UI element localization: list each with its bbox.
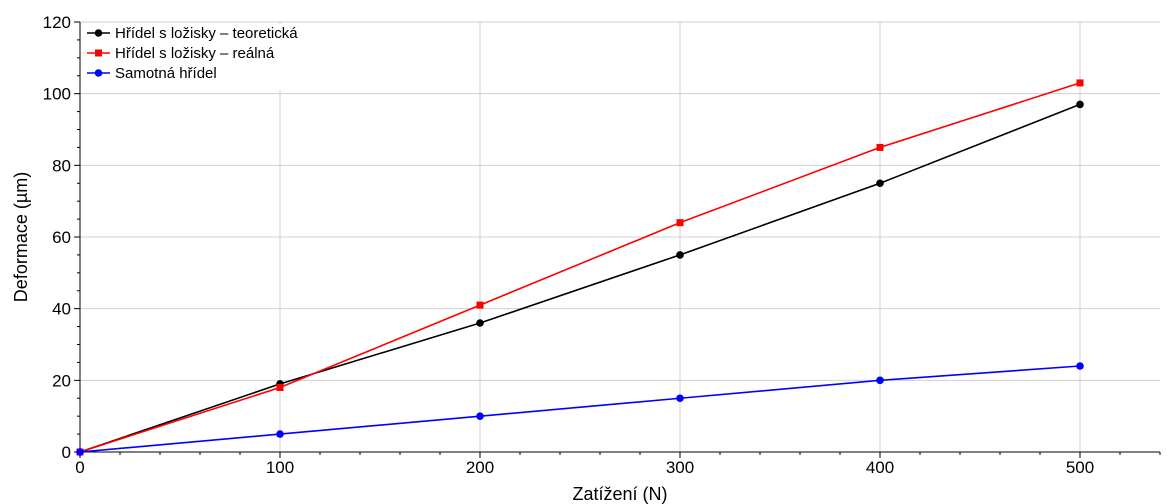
x-tick-label: 300 [666,458,694,477]
y-axis-title: Deformace (µm) [11,172,31,302]
x-tick-label: 200 [466,458,494,477]
y-tick-label: 80 [52,156,71,175]
data-point [876,376,884,385]
data-point [1076,79,1084,87]
legend-label: Samotná hřídel [115,65,217,82]
legend-marker [94,69,103,77]
data-point [676,219,684,227]
data-point [676,394,684,403]
series-0 [76,100,1084,456]
legend-label: Hřídel s ložisky – reálná [115,45,275,62]
legend-marker [95,49,102,57]
series-2 [76,362,1084,456]
data-point [476,412,484,420]
legend-label: Hřídel s ložisky – teoretická [115,25,298,42]
x-tick-label: 100 [266,458,294,477]
data-point [276,384,284,391]
series-layer [76,79,1084,456]
y-tick-label: 40 [52,300,71,319]
x-axis-title: Zatížení (N) [572,484,667,504]
x-tick-label: 400 [866,458,894,477]
data-point [476,301,484,309]
series-line [79,82,1081,453]
x-tick-label: 500 [1066,458,1094,477]
x-tick-label: 0 [75,458,84,477]
data-point [1076,362,1084,370]
data-point [276,430,284,438]
series-line [79,365,1081,453]
data-point [76,448,84,456]
legend-item: Samotná hřídel [87,65,217,82]
y-tick-label: 20 [52,371,71,390]
grid-layer [80,21,1160,452]
legend-marker [94,29,103,37]
legend-background [84,24,336,90]
series-1 [76,79,1084,456]
y-tick-label: 100 [43,85,71,104]
y-tick-label: 120 [43,13,71,32]
series-line [79,103,1081,453]
y-tick-label: 0 [62,443,71,462]
ticks-layer: 0 100 200 300 400 500 0 20 40 60 80 100 120 [43,13,1161,477]
data-point [1076,100,1084,109]
legend: Hřídel s ložisky – teoretická Hřídel s lo… [84,24,336,90]
data-point [876,179,884,188]
data-point [476,319,484,327]
data-point [876,143,884,151]
data-point [676,251,684,259]
legend-item: Hřídel s ložisky – reálná [87,45,275,62]
y-tick-label: 60 [52,228,71,247]
legend-item: Hřídel s ložisky – teoretická [87,25,298,42]
legend-items: Hřídel s ložisky – teoretická Hřídel s lo… [87,25,298,82]
